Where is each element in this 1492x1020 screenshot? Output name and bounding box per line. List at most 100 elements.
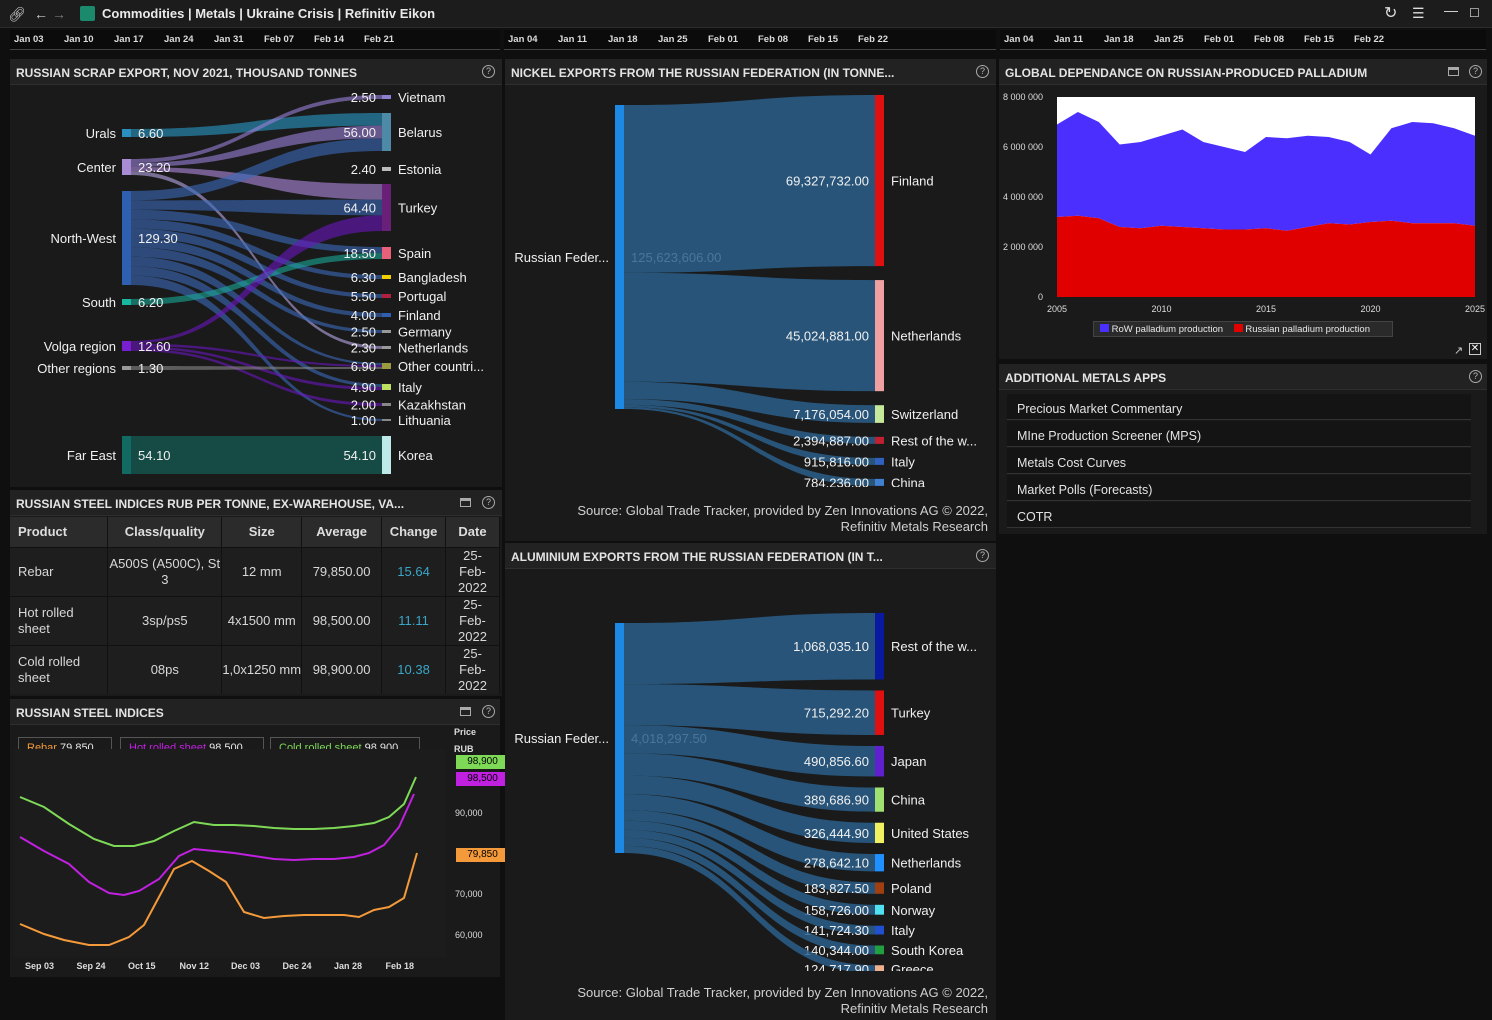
steel-series-line[interactable] [19, 776, 417, 847]
sankey-target-node[interactable] [382, 419, 391, 421]
sankey-target-node[interactable] [875, 478, 884, 486]
sankey-link[interactable] [131, 209, 382, 253]
sankey-link[interactable] [131, 266, 382, 387]
sankey-source-node[interactable] [615, 623, 624, 853]
back-arrow-icon[interactable]: ← [34, 6, 48, 22]
sankey-target-node[interactable] [875, 457, 884, 465]
sankey-flow[interactable]: 1,068,035.10 Rest of the w... [624, 613, 977, 685]
sankey-link[interactable] [624, 775, 875, 844]
sankey-target-node[interactable] [875, 787, 884, 812]
sankey-target[interactable]: 2.50 Vietnam [351, 90, 446, 105]
sankey-target-node[interactable] [875, 436, 884, 444]
sankey-target-node[interactable] [875, 822, 884, 844]
sankey-target-node[interactable] [382, 247, 391, 259]
sankey-target[interactable]: 6.90 Other countri... [351, 359, 484, 374]
column-header[interactable]: Change [381, 517, 447, 547]
sankey-source[interactable]: Far East 54.10 [67, 436, 171, 474]
help-icon[interactable]: ? [976, 549, 989, 562]
sankey-source-node[interactable] [122, 299, 131, 305]
sankey-target-node[interactable] [875, 882, 884, 894]
sankey-flow[interactable]: 784,236.00 China [624, 407, 926, 487]
sankey-link[interactable] [624, 399, 875, 444]
sankey-target-node[interactable] [382, 363, 391, 369]
refresh-icon[interactable]: ↻ [1384, 5, 1398, 22]
aluminium-sankey-chart[interactable]: Russian Feder...4,018,297.501,068,035.10… [505, 571, 996, 971]
sankey-target-node[interactable] [382, 436, 391, 474]
column-header[interactable]: Product [10, 517, 109, 547]
sankey-link[interactable] [131, 275, 382, 421]
popout-icon[interactable] [1448, 67, 1459, 76]
sankey-link[interactable] [131, 219, 382, 279]
sankey-link[interactable] [624, 845, 875, 971]
table-row[interactable]: Rebar A500S (A500C), St 3 12 mm 79,850.00 15… [10, 546, 500, 596]
sankey-link[interactable] [131, 199, 382, 216]
external-link-icon[interactable]: ↗ [1454, 345, 1464, 357]
sankey-target[interactable]: 1.00 Lithuania [351, 413, 452, 428]
sankey-target-node[interactable] [382, 313, 391, 317]
sankey-source-node[interactable] [122, 366, 131, 370]
column-header[interactable]: Size [221, 517, 303, 547]
sankey-link[interactable] [131, 348, 382, 407]
sankey-target-node[interactable] [382, 384, 391, 390]
sankey-flow[interactable]: 140,344.00 South Korea [624, 837, 964, 958]
sankey-link[interactable] [624, 810, 875, 894]
table-row[interactable]: Cold rolled sheet 08ps 1,0x1250 mm 98,900.0… [10, 644, 500, 694]
popout-icon[interactable] [460, 707, 471, 716]
sankey-source[interactable]: Other regions 1.30 [37, 361, 163, 376]
sankey-flow[interactable]: 158,726.00 Norway [624, 820, 936, 918]
sankey-source-node[interactable] [122, 159, 131, 175]
sankey-flow[interactable]: 326,444.90 United States [624, 775, 970, 844]
palladium-area-chart[interactable]: 8 000 000 6 000 000 4 000 000 2 000 000 0 200… [999, 87, 1487, 337]
sankey-target-node[interactable] [382, 275, 391, 279]
steel-line-chart[interactable] [14, 749, 450, 959]
help-icon[interactable]: ? [482, 705, 495, 718]
sankey-link[interactable] [624, 272, 875, 392]
sankey-source-node[interactable] [122, 129, 131, 137]
help-icon[interactable]: ? [482, 65, 495, 78]
date-strip-3[interactable]: Jan 04 Jan 11 Jan 18 Jan 25 Feb 01 Feb 08 Feb … [1000, 30, 1486, 50]
sankey-link[interactable] [131, 228, 382, 298]
sankey-target-node[interactable] [875, 280, 884, 392]
sankey-target-node[interactable] [382, 113, 391, 151]
sankey-target-node[interactable] [382, 184, 391, 231]
sankey-target-node[interactable] [875, 925, 884, 935]
sankey-target[interactable]: 4.00 Finland [351, 308, 441, 323]
help-icon[interactable]: ? [482, 496, 495, 509]
sankey-link[interactable] [624, 753, 875, 812]
sankey-source-node[interactable] [122, 191, 131, 285]
sankey-flow[interactable]: 915,816.00 Italy [624, 404, 915, 470]
sankey-link[interactable] [131, 113, 382, 137]
sankey-link[interactable] [624, 820, 875, 915]
sankey-target[interactable]: 5.50 Portugal [351, 289, 447, 304]
sankey-link[interactable] [131, 138, 382, 201]
sankey-link[interactable] [131, 125, 382, 167]
help-icon[interactable]: ? [976, 65, 989, 78]
sankey-flow[interactable]: 2,394,887.00 Rest of the w... [624, 399, 977, 448]
sankey-link[interactable] [131, 171, 382, 349]
sankey-flow[interactable]: 278,642.10 Netherlands [624, 794, 962, 872]
sankey-flow[interactable]: 490,856.60 Japan [624, 725, 926, 777]
sankey-source-node[interactable] [615, 105, 624, 409]
sankey-link[interactable] [131, 247, 382, 333]
sankey-link[interactable] [624, 794, 875, 872]
popout-icon[interactable] [460, 498, 471, 507]
sankey-target-node[interactable] [875, 405, 884, 423]
sankey-link[interactable] [131, 366, 382, 370]
sankey-target[interactable]: 56.00 Belarus [343, 113, 443, 151]
sankey-target[interactable]: 54.10 Korea [343, 436, 433, 474]
sankey-target-node[interactable] [875, 690, 884, 735]
sankey-flow[interactable]: 389,686.90 China [624, 753, 926, 812]
sankey-source[interactable]: Urals 6.60 [86, 126, 164, 141]
row-area[interactable] [1057, 112, 1475, 231]
sankey-target-node[interactable] [875, 745, 884, 777]
sankey-flow[interactable]: 715,292.20 Turkey [624, 684, 931, 735]
sankey-source[interactable]: Center 23.20 [77, 159, 171, 175]
excel-icon[interactable]: ✕ [1469, 343, 1481, 355]
sankey-target-node[interactable] [875, 904, 884, 915]
russia-area[interactable] [1057, 215, 1475, 297]
scrap-sankey-chart[interactable]: Urals 6.60 Center 23.20 North-West 129.30 Sout… [10, 87, 502, 487]
sankey-source-node[interactable] [122, 436, 131, 474]
menu-icon[interactable]: ☰ [1412, 5, 1425, 21]
sankey-link[interactable] [131, 436, 382, 474]
app-link[interactable]: MIne Production Screener (MPS) [1007, 421, 1471, 447]
